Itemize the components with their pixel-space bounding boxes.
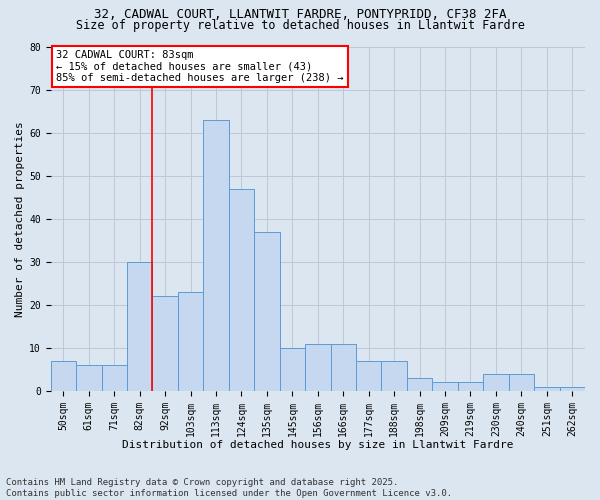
Bar: [152, 296, 178, 391]
Text: Size of property relative to detached houses in Llantwit Fardre: Size of property relative to detached ho…: [76, 18, 524, 32]
Bar: [229, 188, 254, 391]
Bar: [534, 386, 560, 391]
Bar: [331, 344, 356, 391]
Bar: [433, 382, 458, 391]
Bar: [458, 382, 483, 391]
Bar: [101, 365, 127, 391]
Text: Contains HM Land Registry data © Crown copyright and database right 2025.
Contai: Contains HM Land Registry data © Crown c…: [6, 478, 452, 498]
Bar: [509, 374, 534, 391]
Bar: [483, 374, 509, 391]
Bar: [127, 262, 152, 391]
Bar: [560, 386, 585, 391]
Bar: [254, 232, 280, 391]
Bar: [407, 378, 433, 391]
Bar: [356, 360, 382, 391]
Y-axis label: Number of detached properties: Number of detached properties: [15, 121, 25, 316]
Bar: [50, 360, 76, 391]
Bar: [280, 348, 305, 391]
X-axis label: Distribution of detached houses by size in Llantwit Fardre: Distribution of detached houses by size …: [122, 440, 514, 450]
Bar: [203, 120, 229, 391]
Text: 32, CADWAL COURT, LLANTWIT FARDRE, PONTYPRIDD, CF38 2FA: 32, CADWAL COURT, LLANTWIT FARDRE, PONTY…: [94, 8, 506, 20]
Bar: [178, 292, 203, 391]
Bar: [382, 360, 407, 391]
Bar: [76, 365, 101, 391]
Text: 32 CADWAL COURT: 83sqm
← 15% of detached houses are smaller (43)
85% of semi-det: 32 CADWAL COURT: 83sqm ← 15% of detached…: [56, 50, 343, 83]
Bar: [305, 344, 331, 391]
